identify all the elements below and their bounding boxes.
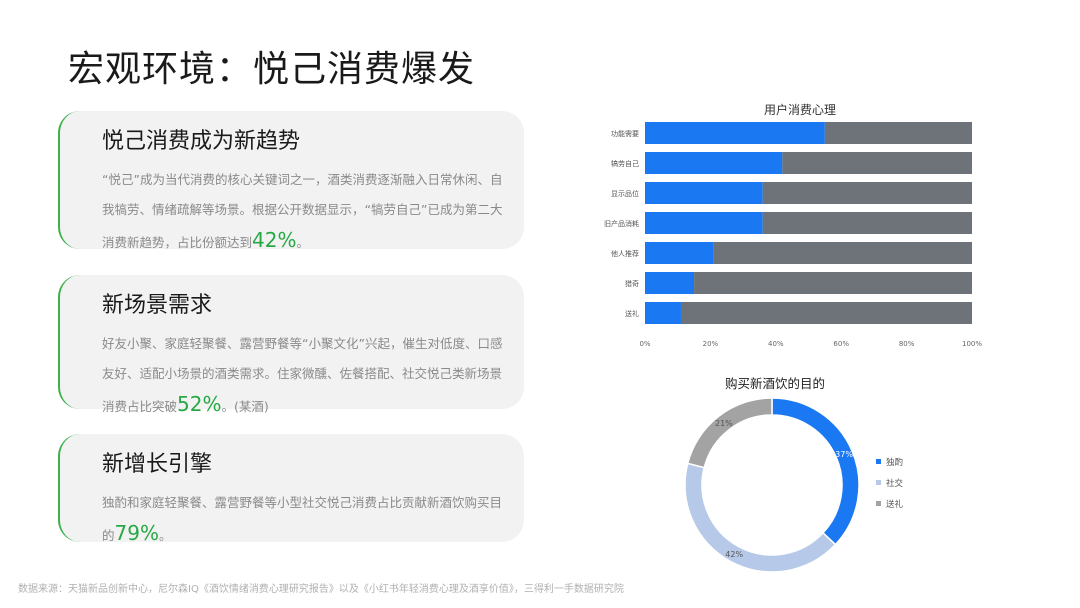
bar-segment-remainder: [762, 212, 972, 234]
donut-slice-3: [686, 397, 773, 469]
bar-segment-primary: [645, 182, 763, 204]
legend-swatch: [876, 459, 881, 464]
bar-segment-remainder: [824, 122, 972, 144]
bar-x-tick-label: 0%: [639, 340, 650, 348]
growth-card-suffix: 。: [158, 528, 172, 543]
bar-x-tick-label: 40%: [768, 340, 784, 348]
growth-card-title: 新增长引擎: [102, 452, 213, 477]
growth-card-highlight: 79%: [114, 521, 159, 545]
legend-label: 送礼: [886, 499, 904, 510]
bar-segment-primary: [645, 242, 714, 264]
growth-card-body: 独酌和家庭轻聚餐、露营野餐等小型社交悦己消费占比贡献新酒饮购买目的: [102, 495, 503, 543]
bar-segment-primary: [645, 122, 825, 144]
bar-segment-remainder: [762, 182, 972, 204]
bar-x-tick-label: 80%: [899, 340, 915, 348]
donut-slice-label: 21%: [715, 419, 733, 428]
bar-segment-remainder: [694, 272, 972, 294]
bar-category-label: 送礼: [625, 309, 639, 318]
bar-x-tick-label: 60%: [833, 340, 849, 348]
bar-segment-remainder: [713, 242, 972, 264]
page-title: 宏观环境：悦己消费爆发: [68, 49, 476, 90]
trend-card-suffix: 。: [296, 235, 309, 250]
footer-source: 数据来源：天猫新品创新中心，尼尔森IQ《酒饮情绪消费心理研究报告》以及《小红书年…: [18, 584, 624, 595]
donut-slice-2: [684, 462, 837, 573]
bar-segment-remainder: [680, 302, 972, 324]
trend-card-title: 悦己消费成为新趋势: [102, 129, 301, 154]
scene-card-text: 好友小聚、家庭轻聚餐、露营野餐等“小聚文化”兴起，催生对低度、口感友好、适配小场…: [102, 329, 504, 422]
trend-card-text: “悦己”成为当代消费的核心关键词之一，酒类消费逐渐融入日常休闲、自我犒劳、情绪疏…: [102, 165, 504, 258]
trend-card-body: “悦己”成为当代消费的核心关键词之一，酒类消费逐渐融入日常休闲、自我犒劳、情绪疏…: [102, 172, 503, 250]
scene-card: 新场景需求 好友小聚、家庭轻聚餐、露营野餐等“小聚文化”兴起，催生对低度、口感友…: [58, 275, 524, 416]
scene-card-highlight: 52%: [177, 392, 222, 416]
bar-segment-primary: [645, 212, 763, 234]
bar-category-label: 旧产品消耗: [604, 219, 639, 228]
bar-category-label: 功能需要: [611, 129, 639, 138]
bar-category-label: 猎奇: [625, 279, 639, 288]
legend-label: 社交: [886, 478, 904, 489]
bar-category-label: 他人推荐: [611, 249, 639, 258]
bar-segment-primary: [645, 302, 681, 324]
bar-segment-primary: [645, 152, 783, 174]
donut-slice-label: 37%: [835, 450, 853, 459]
bar-segment-primary: [645, 272, 695, 294]
bar-category-label: 犒劳自己: [611, 159, 639, 168]
trend-card: 悦己消费成为新趋势 “悦己”成为当代消费的核心关键词之一，酒类消费逐渐融入日常休…: [58, 111, 524, 252]
bar-chart-title: 用户消费心理: [764, 102, 836, 117]
bar-segment-remainder: [782, 152, 972, 174]
legend-swatch: [876, 480, 881, 485]
donut-slice-1: [771, 397, 860, 546]
scene-card-body: 好友小聚、家庭轻聚餐、露营野餐等“小聚文化”兴起，催生对低度、口感友好、适配小场…: [102, 336, 503, 414]
bar-category-label: 显示品位: [611, 189, 639, 198]
legend-swatch: [876, 501, 881, 506]
legend-label: 独酌: [886, 457, 903, 468]
bar-x-tick-label: 20%: [703, 340, 719, 348]
scene-card-title: 新场景需求: [102, 293, 213, 318]
donut-chart-title: 购买新酒饮的目的: [725, 376, 825, 391]
growth-card: 新增长引擎 独酌和家庭轻聚餐、露营野餐等小型社交悦己消费占比贡献新酒饮购买目的7…: [58, 434, 524, 545]
growth-card-text: 独酌和家庭轻聚餐、露营野餐等小型社交悦己消费占比贡献新酒饮购买目的79%。: [102, 488, 504, 551]
scene-card-suffix: 。(某酒): [221, 399, 269, 414]
trend-card-highlight: 42%: [252, 228, 297, 252]
donut-slice-label: 42%: [725, 550, 743, 559]
bar-x-tick-label: 100%: [962, 340, 982, 348]
